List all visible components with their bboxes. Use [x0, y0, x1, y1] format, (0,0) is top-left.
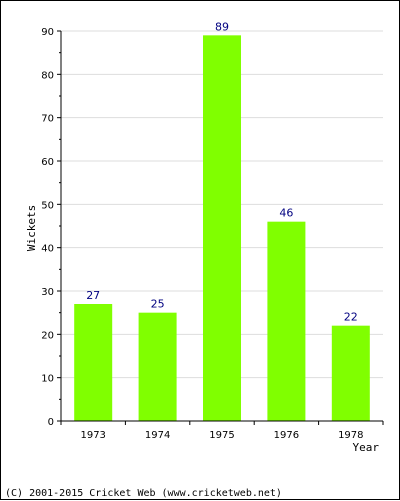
x-tick-label: 1974 — [145, 430, 170, 441]
data-labels: 27 25 89 46 22 — [86, 20, 358, 323]
bar-1978 — [331, 325, 370, 421]
bar-1973 — [74, 304, 113, 421]
bar-1974 — [138, 312, 177, 421]
data-label-1978: 22 — [344, 311, 358, 324]
bar-1975 — [203, 35, 241, 421]
data-label-1976: 46 — [279, 207, 293, 220]
x-tick-label: 1975 — [209, 430, 234, 441]
y-tick-label: 60 — [41, 157, 54, 168]
y-tick-label: 70 — [41, 114, 54, 125]
y-tick-label: 50 — [41, 200, 54, 211]
y-tick-label: 30 — [41, 287, 54, 298]
x-axis-ticks: 1973 1974 1975 1976 1978 — [60, 421, 384, 441]
x-tick-label: 1978 — [338, 430, 363, 441]
x-tick-label: 1973 — [80, 430, 105, 441]
y-tick-label: 80 — [41, 70, 54, 81]
y-tick-label: 20 — [41, 330, 54, 341]
y-tick-label: 90 — [41, 27, 54, 38]
data-label-1975: 89 — [215, 20, 229, 33]
y-tick-label: 10 — [41, 374, 54, 385]
bars — [74, 35, 370, 421]
copyright-footer: (C) 2001-2015 Cricket Web (www.cricketwe… — [5, 488, 282, 499]
x-tick-label: 1976 — [274, 430, 299, 441]
y-axis-ticks: 0 10 20 30 40 50 60 70 80 90 — [41, 27, 61, 428]
x-axis-title: Year — [353, 441, 380, 454]
data-label-1974: 25 — [151, 298, 165, 311]
y-tick-label: 40 — [41, 244, 54, 255]
y-axis-title: Wickets — [25, 205, 38, 251]
y-tick-label: 0 — [48, 417, 54, 428]
bar-1976 — [267, 221, 306, 421]
data-label-1973: 27 — [86, 289, 100, 302]
